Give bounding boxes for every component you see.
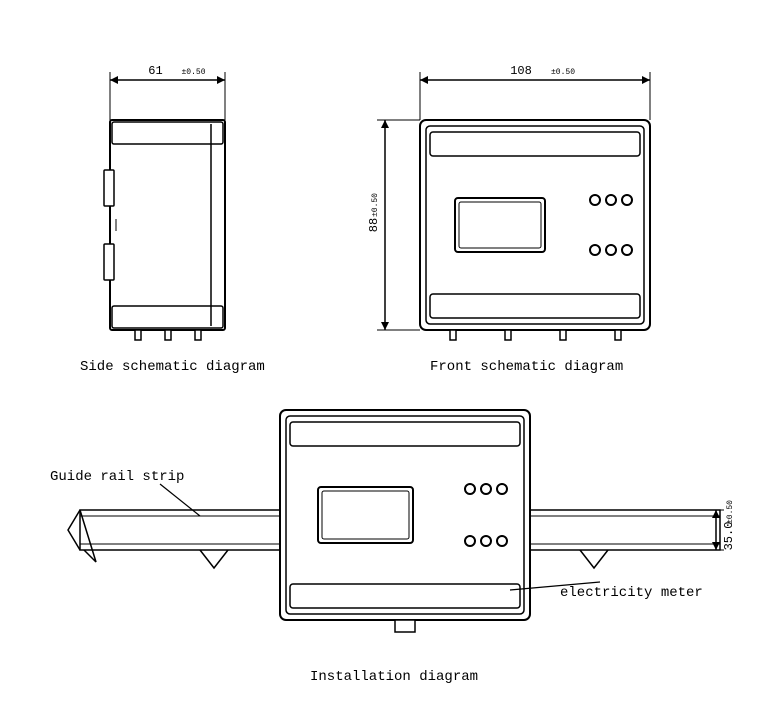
svg-text:±0.50: ±0.50 bbox=[371, 193, 380, 217]
svg-text:108: 108 bbox=[510, 64, 532, 78]
svg-text:Guide rail strip: Guide rail strip bbox=[50, 469, 184, 485]
svg-text:35.0: 35.0 bbox=[722, 522, 736, 551]
svg-text:Front schematic diagram: Front schematic diagram bbox=[430, 359, 623, 375]
svg-text:Side schematic diagram: Side schematic diagram bbox=[80, 359, 265, 375]
svg-text:±0.50: ±0.50 bbox=[726, 500, 735, 524]
svg-text:electricity meter: electricity meter bbox=[560, 585, 703, 601]
svg-text:±0.50: ±0.50 bbox=[551, 68, 575, 77]
svg-text:61: 61 bbox=[148, 64, 162, 78]
svg-text:±0.50: ±0.50 bbox=[182, 68, 206, 77]
svg-text:Installation diagram: Installation diagram bbox=[310, 669, 478, 685]
svg-text:88: 88 bbox=[367, 218, 381, 232]
